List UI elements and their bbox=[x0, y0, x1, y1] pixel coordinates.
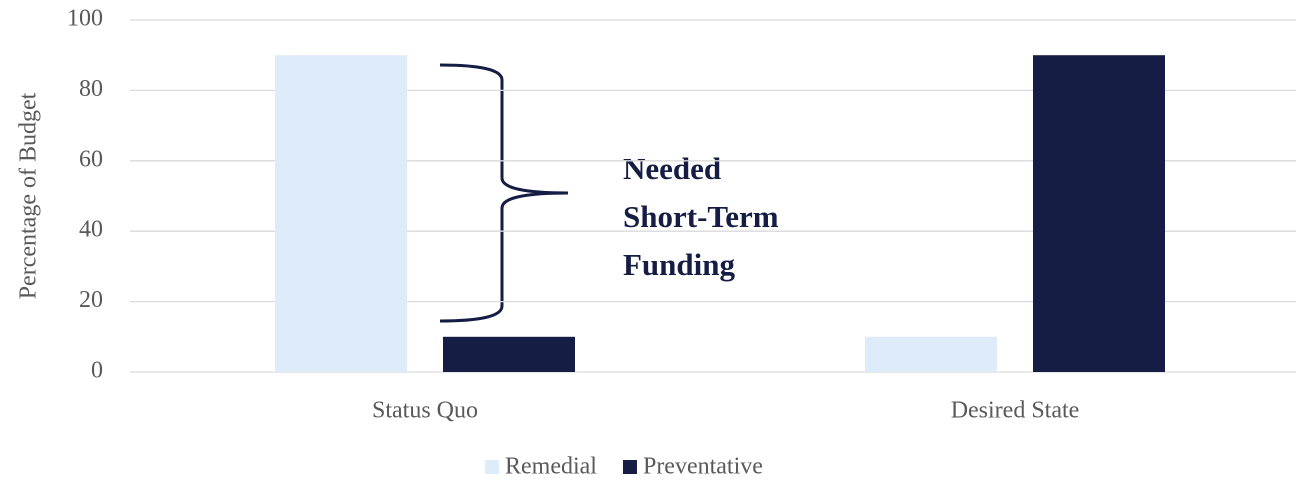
bar bbox=[1033, 55, 1165, 372]
y-tick-label: 20 bbox=[79, 287, 103, 313]
legend-swatch bbox=[485, 460, 499, 474]
annotation: Short-Term bbox=[623, 199, 779, 234]
y-tick-label: 60 bbox=[79, 146, 103, 172]
legend-label: Remedial bbox=[505, 454, 597, 480]
y-tick-label: 80 bbox=[79, 76, 103, 102]
bar bbox=[865, 336, 997, 372]
y-tick-label: 100 bbox=[67, 6, 103, 32]
y-axis-label: Percentage of Budget bbox=[16, 92, 42, 299]
annotation: Needed bbox=[623, 151, 721, 186]
x-tick-label: Status Quo bbox=[372, 398, 478, 424]
bar bbox=[443, 336, 575, 372]
x-tick-label: Desired State bbox=[951, 398, 1080, 424]
brace bbox=[439, 63, 569, 323]
legend-swatch bbox=[622, 460, 637, 474]
bar bbox=[275, 55, 407, 372]
annotation: Funding bbox=[623, 247, 736, 282]
legend-label: Preventative bbox=[643, 454, 763, 480]
y-tick-label: 0 bbox=[91, 358, 103, 384]
y-tick-label: 40 bbox=[79, 217, 103, 243]
